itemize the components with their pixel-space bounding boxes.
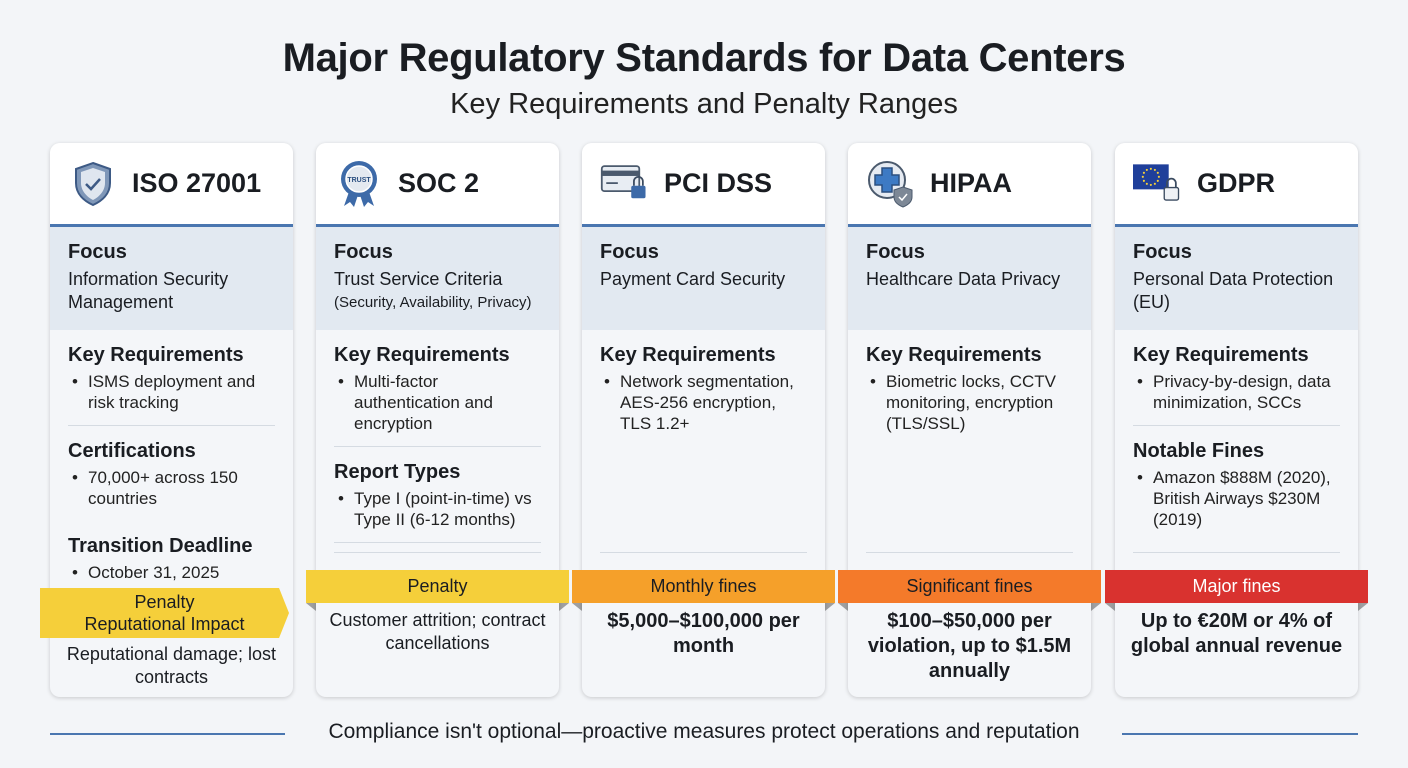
standard-name: ISO 27001 [132, 168, 262, 198]
medical-cross-shield-icon [866, 159, 916, 209]
section-notable-fines: Notable Fines Amazon $888M (2020), Briti… [1133, 426, 1340, 542]
section-key-requirements: Key Requirements Network segmentation, A… [600, 330, 807, 446]
standard-name: PCI DSS [664, 168, 773, 198]
focus-text: Trust Service Criteria [334, 269, 503, 289]
card-header: PCI DSS [582, 143, 825, 227]
section-key-requirements: Key Requirements ISMS deployment and ris… [68, 330, 275, 425]
svg-text:TRUST: TRUST [347, 177, 371, 184]
shield-check-icon [68, 159, 118, 209]
penalty-sublabel: Reputational Impact [84, 614, 245, 634]
section-heading: Key Requirements [1133, 344, 1309, 366]
focus-note: (Security, Availability, Privacy) [334, 294, 532, 311]
bullet-item: Multi-factor authentication and encrypti… [334, 371, 541, 434]
focus-label: Focus [866, 241, 925, 263]
bullet-item: ISMS deployment and risk tracking [68, 371, 275, 413]
divider [1133, 425, 1340, 426]
standard-name: HIPAA [930, 168, 1013, 198]
focus-label: Focus [1133, 241, 1192, 263]
section-heading: Key Requirements [866, 344, 1042, 366]
section-certifications: Certifications 70,000+ across 150 countr… [68, 426, 275, 521]
penalty-text: Customer attrition; contract cancellatio… [329, 610, 546, 653]
page-subtitle: Key Requirements and Penalty Ranges [450, 88, 958, 120]
penalty-ribbon: Penalty [306, 570, 569, 611]
divider [334, 542, 541, 543]
section-key-requirements: Key Requirements Biometric locks, CCTV m… [866, 330, 1073, 446]
penalty-ribbon: Major fines [1105, 570, 1368, 611]
penalty-text: Up to €20M or 4% of global annual revenu… [1130, 610, 1343, 657]
card-header: TRUST SOC 2 [316, 143, 559, 227]
footer-line-right [1122, 733, 1358, 735]
divider [866, 552, 1073, 553]
bullet-item: Biometric locks, CCTV monitoring, encryp… [866, 371, 1073, 434]
penalty-ribbon: Penalty Reputational Impact [40, 588, 289, 638]
footer-line-left [50, 733, 285, 735]
penalty-ribbon: Monthly fines [572, 570, 835, 611]
penalty-ribbon: Significant fines [838, 570, 1101, 611]
page-title: Major Regulatory Standards for Data Cent… [282, 36, 1126, 80]
bullet-item: October 31, 2025 [68, 562, 275, 583]
focus-text: Payment Card Security [600, 269, 786, 289]
section-heading: Transition Deadline [68, 535, 253, 557]
section-heading: Key Requirements [334, 344, 510, 366]
bullet-item: Privacy-by-design, data minimization, SC… [1133, 371, 1340, 413]
focus-text: Healthcare Data Privacy [866, 269, 1061, 289]
divider [68, 425, 275, 426]
focus-label: Focus [600, 241, 659, 263]
footer: Compliance isn't optional—proactive meas… [0, 720, 1408, 744]
bullet-item: Network segmentation, AES-256 encryption… [600, 371, 807, 434]
penalty-text: $5,000–$100,000 per month [607, 610, 800, 657]
section-report-types: Report Types Type I (point-in-time) vs T… [334, 447, 541, 542]
standard-name: SOC 2 [398, 168, 480, 198]
focus-section: Focus Trust Service Criteria (Security, … [316, 227, 559, 330]
bullet-item: Type I (point-in-time) vs Type II (6-12 … [334, 488, 541, 530]
bullet-item: Amazon $888M (2020), British Airways $23… [1133, 467, 1340, 530]
card-gdpr: GDPR Focus Personal Data Protection (EU)… [1105, 143, 1368, 697]
focus-section: Focus Information Security Management [50, 227, 293, 330]
card-hipaa: HIPAA Focus Healthcare Data Privacy Key … [838, 143, 1101, 697]
focus-label: Focus [68, 241, 127, 263]
divider [600, 552, 807, 553]
focus-text: Personal Data Protection (EU) [1133, 269, 1334, 312]
divider [334, 552, 541, 553]
section-key-requirements: Key Requirements Multi-factor authentica… [334, 330, 541, 446]
section-transition-deadline: Transition Deadline October 31, 2025 [68, 521, 275, 595]
penalty-label: Major fines [1192, 576, 1281, 596]
section-heading: Notable Fines [1133, 440, 1265, 462]
divider [334, 446, 541, 447]
eu-flag-lock-icon [1133, 159, 1183, 209]
focus-section: Focus Healthcare Data Privacy [848, 227, 1091, 330]
penalty-label: Monthly fines [650, 576, 757, 596]
penalty-label: Penalty [407, 576, 468, 596]
focus-text: Information Security Management [68, 269, 229, 312]
card-pci-dss: PCI DSS Focus Payment Card Security Key … [572, 143, 835, 697]
penalty-text: Reputational damage; lost contracts [66, 644, 277, 687]
trust-badge-icon: TRUST [334, 159, 384, 209]
divider [1133, 552, 1340, 553]
penalty-text: $100–$50,000 per violation, up to $1.5M … [867, 610, 1072, 682]
credit-card-lock-icon [600, 159, 650, 209]
bullet-item: 70,000+ across 150 countries [68, 467, 275, 509]
card-header: HIPAA [848, 143, 1091, 227]
penalty-label: Penalty [134, 592, 195, 612]
card-iso-27001: ISO 27001 Focus Information Security Man… [40, 143, 293, 697]
footer-text: Compliance isn't optional—proactive meas… [314, 720, 1094, 743]
penalty-label: Significant fines [906, 576, 1033, 596]
card-header: GDPR [1115, 143, 1358, 227]
section-key-requirements: Key Requirements Privacy-by-design, data… [1133, 330, 1340, 425]
section-heading: Report Types [334, 461, 461, 483]
card-soc-2: TRUST SOC 2 Focus Trust Service Criteria… [306, 143, 569, 697]
card-header: ISO 27001 [50, 143, 293, 227]
focus-section: Focus Personal Data Protection (EU) [1115, 227, 1358, 330]
focus-label: Focus [334, 241, 393, 263]
standard-name: GDPR [1197, 168, 1276, 198]
section-heading: Key Requirements [600, 344, 776, 366]
focus-section: Focus Payment Card Security [582, 227, 825, 330]
section-heading: Certifications [68, 440, 196, 462]
section-heading: Key Requirements [68, 344, 244, 366]
